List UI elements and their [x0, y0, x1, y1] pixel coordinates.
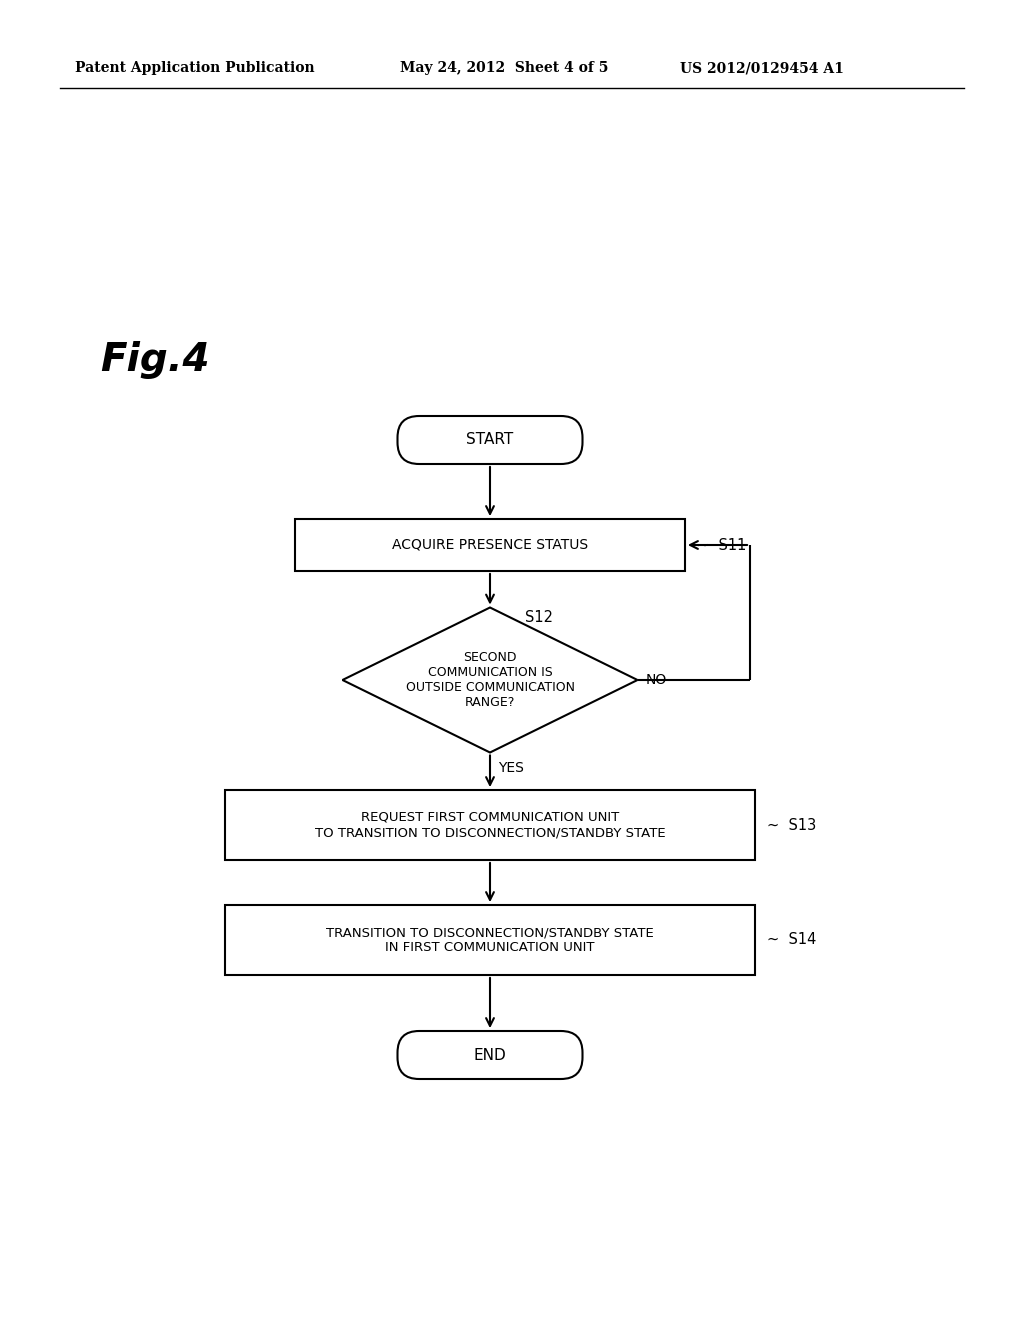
Text: TRANSITION TO DISCONNECTION/STANDBY STATE
IN FIRST COMMUNICATION UNIT: TRANSITION TO DISCONNECTION/STANDBY STAT…	[326, 927, 654, 954]
Text: REQUEST FIRST COMMUNICATION UNIT
TO TRANSITION TO DISCONNECTION/STANDBY STATE: REQUEST FIRST COMMUNICATION UNIT TO TRAN…	[314, 810, 666, 840]
Text: ~  S14: ~ S14	[767, 932, 816, 948]
Polygon shape	[342, 607, 638, 752]
FancyBboxPatch shape	[397, 1031, 583, 1078]
Text: END: END	[474, 1048, 507, 1063]
Text: Fig.4: Fig.4	[100, 341, 210, 379]
Text: S12: S12	[525, 610, 553, 624]
Text: May 24, 2012  Sheet 4 of 5: May 24, 2012 Sheet 4 of 5	[400, 61, 608, 75]
Text: YES: YES	[498, 760, 524, 775]
FancyBboxPatch shape	[397, 416, 583, 465]
Text: US 2012/0129454 A1: US 2012/0129454 A1	[680, 61, 844, 75]
Text: Patent Application Publication: Patent Application Publication	[75, 61, 314, 75]
Text: NO: NO	[645, 673, 667, 686]
Text: ~  S13: ~ S13	[767, 817, 816, 833]
Text: ~  S11: ~ S11	[697, 537, 746, 553]
Text: ACQUIRE PRESENCE STATUS: ACQUIRE PRESENCE STATUS	[392, 539, 588, 552]
Text: START: START	[466, 433, 514, 447]
Bar	[295, 519, 685, 572]
Bar	[225, 906, 755, 975]
Bar	[225, 789, 755, 861]
Text: SECOND
COMMUNICATION IS
OUTSIDE COMMUNICATION
RANGE?: SECOND COMMUNICATION IS OUTSIDE COMMUNIC…	[406, 651, 574, 709]
